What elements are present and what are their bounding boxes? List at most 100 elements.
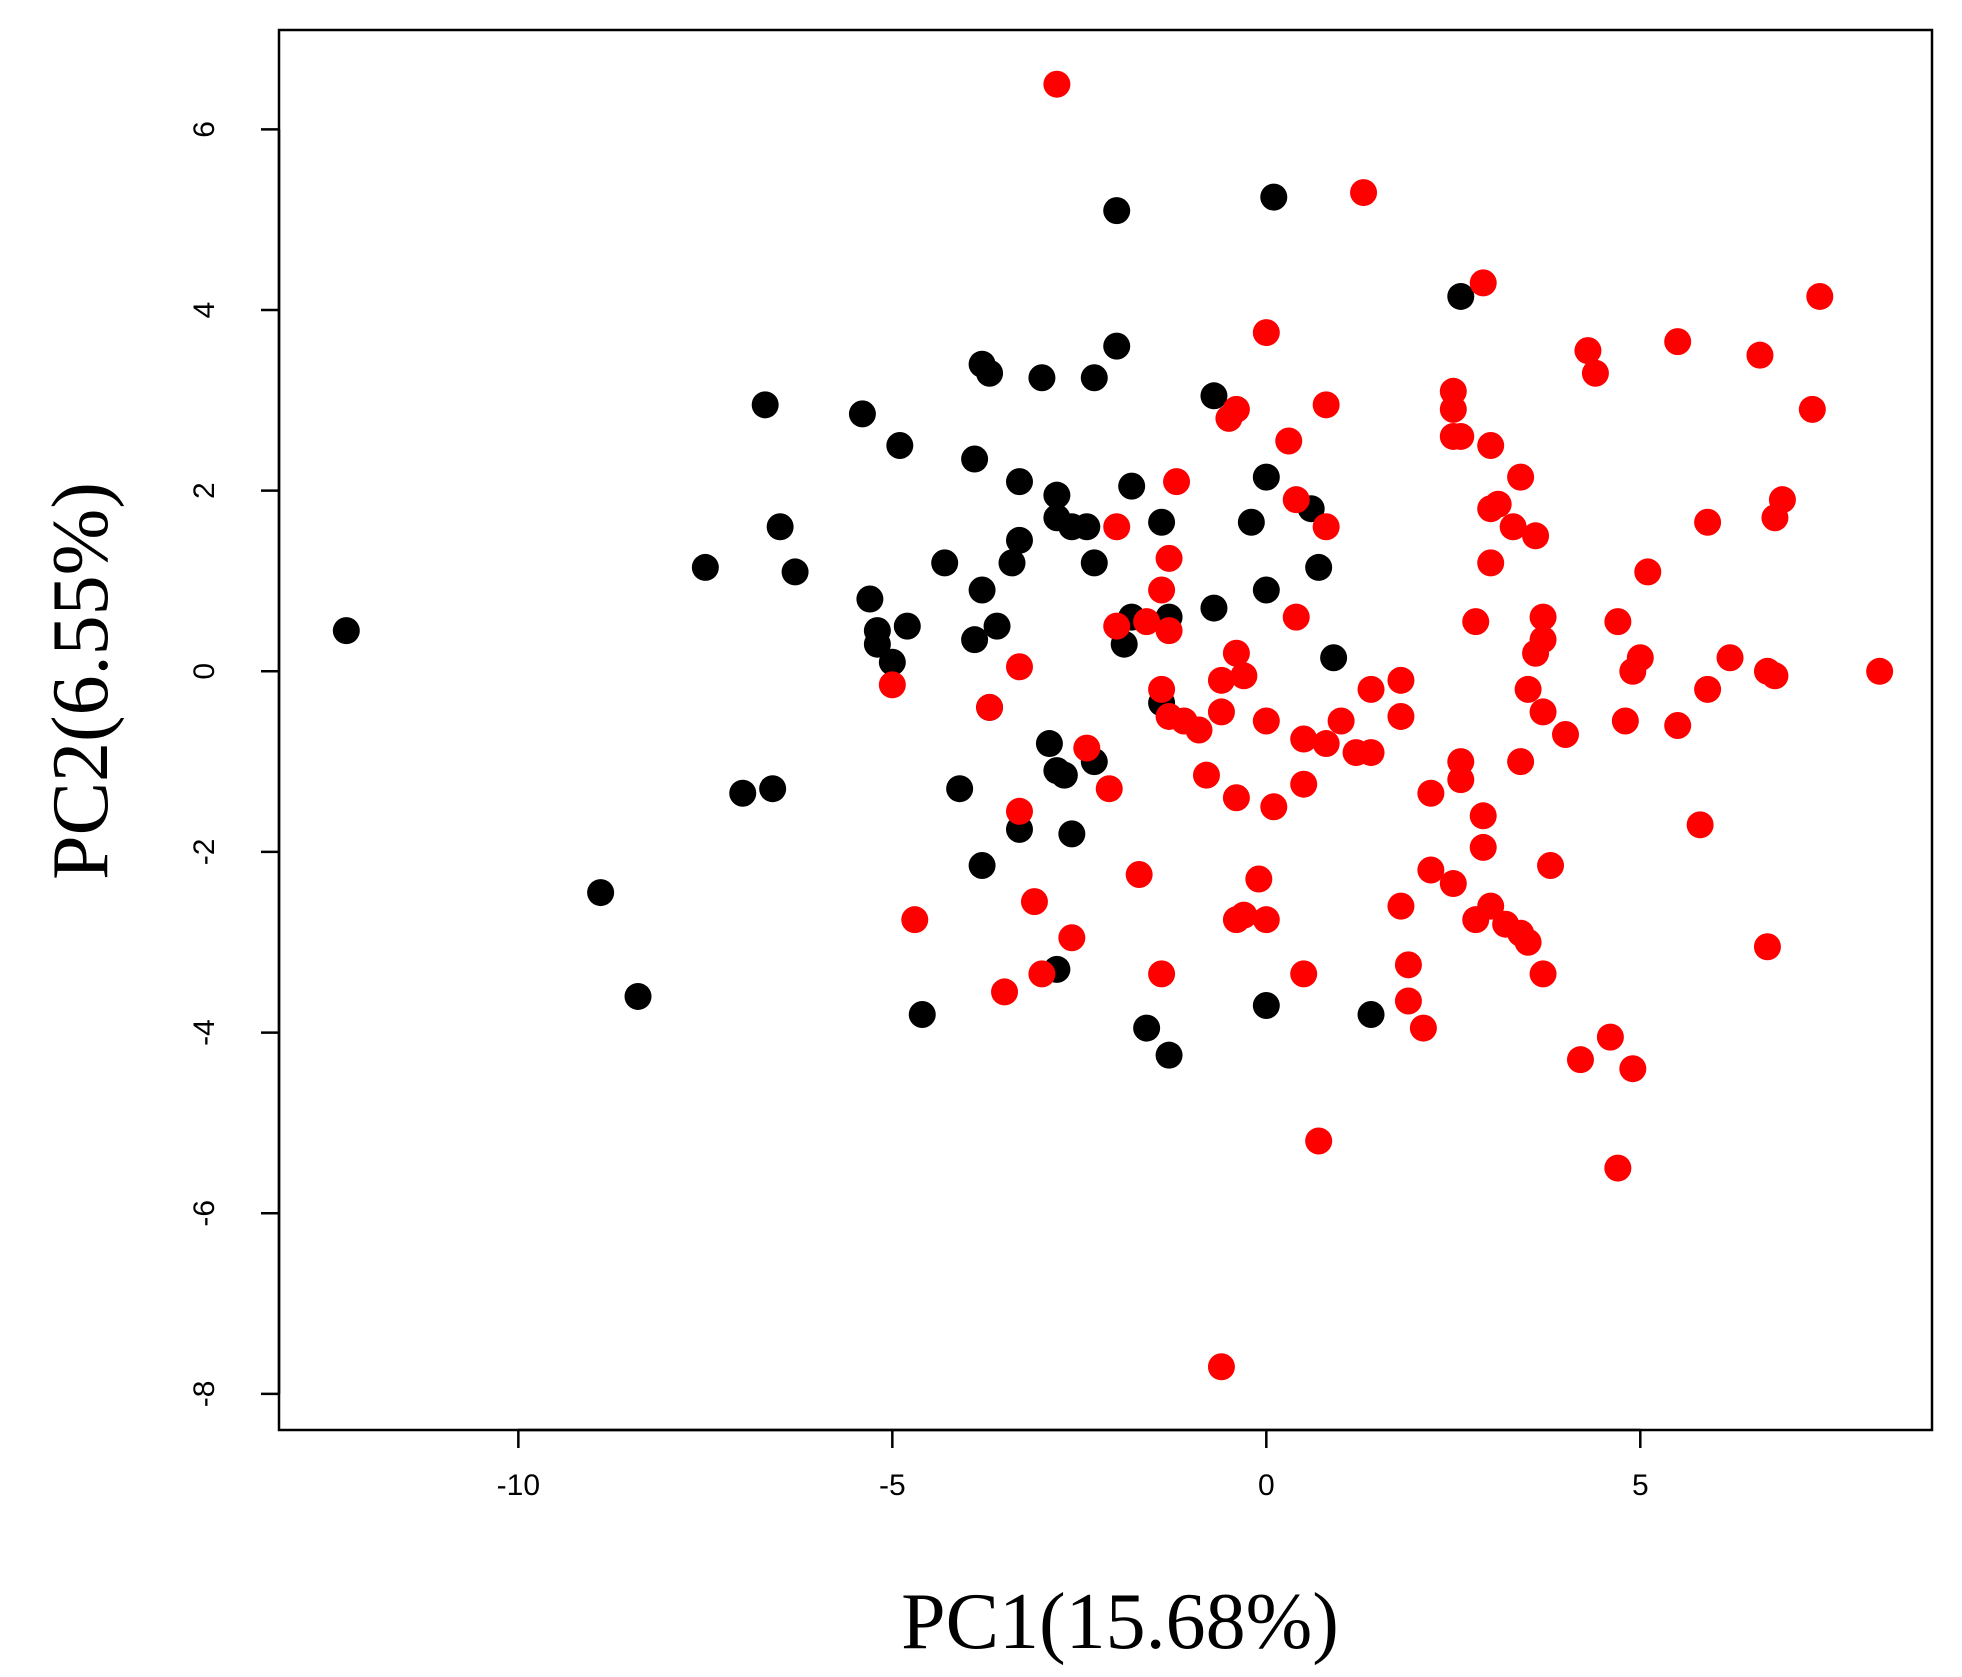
red-data-point	[1469, 269, 1497, 297]
red-data-point	[1439, 395, 1467, 423]
red-data-point	[1252, 319, 1280, 347]
red-data-point	[1275, 427, 1303, 455]
black-data-point	[848, 400, 876, 428]
red-data-point	[1028, 960, 1056, 988]
black-data-point	[1043, 481, 1071, 509]
red-data-point	[1753, 933, 1781, 961]
red-data-point	[1522, 522, 1550, 550]
red-data-point	[1574, 337, 1602, 365]
x-tick-label: 5	[1632, 1469, 1649, 1502]
black-data-point	[1118, 472, 1146, 500]
y-tick-label: -8	[188, 1381, 221, 1408]
red-data-point	[1514, 928, 1542, 956]
red-data-point	[878, 671, 906, 699]
y-tick-label: -4	[188, 1019, 221, 1046]
red-data-point	[1133, 608, 1161, 636]
black-data-point	[1058, 820, 1086, 848]
black-data-point	[863, 630, 891, 658]
black-data-point	[1103, 332, 1131, 360]
y-tick-label: 0	[188, 663, 221, 680]
red-data-point	[991, 978, 1019, 1006]
red-data-point	[1357, 739, 1385, 767]
black-data-point	[931, 549, 959, 577]
black-data-point	[856, 585, 884, 613]
black-data-point	[624, 982, 652, 1010]
red-data-point	[1125, 861, 1153, 889]
black-data-point	[729, 779, 757, 807]
black-data-point	[1357, 1001, 1385, 1029]
red-data-point	[1005, 797, 1033, 825]
y-tick-label: -2	[188, 839, 221, 866]
red-data-point	[1529, 698, 1557, 726]
black-data-point	[1200, 594, 1228, 622]
y-tick-label: 2	[188, 482, 221, 499]
red-data-point	[1394, 951, 1422, 979]
black-data-point	[1447, 282, 1475, 310]
black-data-point	[1073, 513, 1101, 541]
red-data-point	[1357, 675, 1385, 703]
black-data-point	[1252, 576, 1280, 604]
red-data-point	[1148, 675, 1176, 703]
black-data-point	[1155, 1041, 1183, 1069]
red-data-point	[1551, 721, 1579, 749]
black-data-point	[1103, 197, 1131, 225]
red-data-point	[1387, 702, 1415, 730]
red-data-point	[1230, 901, 1258, 929]
red-data-point	[1484, 490, 1512, 518]
black-data-point	[759, 775, 787, 803]
black-data-point	[691, 553, 719, 581]
red-data-point	[1581, 359, 1609, 387]
black-data-point	[893, 612, 921, 640]
red-data-point	[1290, 725, 1318, 753]
red-data-point	[1566, 1046, 1594, 1074]
y-tick-label: 4	[188, 302, 221, 319]
red-data-point	[1529, 603, 1557, 631]
red-data-point	[1694, 675, 1722, 703]
black-data-point	[1080, 549, 1108, 577]
red-data-point	[1499, 513, 1527, 541]
red-data-point	[1245, 865, 1273, 893]
red-data-point	[1664, 711, 1692, 739]
red-data-point	[1477, 549, 1505, 577]
black-data-point	[998, 549, 1026, 577]
black-data-point	[961, 626, 989, 654]
red-data-point	[976, 693, 1004, 721]
red-data-point	[1222, 639, 1250, 667]
black-data-point	[1237, 508, 1265, 536]
red-data-point	[1761, 662, 1789, 690]
red-data-point	[1207, 1353, 1235, 1381]
red-data-point	[1312, 513, 1340, 541]
black-data-point	[886, 431, 914, 459]
red-data-point	[1282, 486, 1310, 514]
data-points	[332, 70, 1894, 1381]
y-axis: -8 -6 -4 -2 0 2 4 6	[188, 121, 281, 1408]
red-data-point	[1155, 617, 1183, 645]
black-data-point	[1005, 468, 1033, 496]
black-data-point	[961, 445, 989, 473]
red-data-point	[1686, 811, 1714, 839]
red-data-point	[1634, 558, 1662, 586]
red-data-point	[1387, 666, 1415, 694]
red-data-point	[1222, 395, 1250, 423]
black-data-point	[1050, 761, 1078, 789]
red-data-point	[1447, 422, 1475, 450]
black-data-point	[1260, 183, 1288, 211]
black-data-point	[766, 513, 794, 541]
red-data-point	[1222, 784, 1250, 812]
red-data-point	[1058, 924, 1086, 952]
red-data-point	[1252, 707, 1280, 735]
y-tick-label: -6	[188, 1200, 221, 1227]
black-data-point	[1200, 382, 1228, 410]
black-data-point	[332, 617, 360, 645]
red-data-point	[1192, 761, 1220, 789]
red-data-point	[1163, 468, 1191, 496]
x-axis-title: PC1(15.68%)	[901, 1578, 1339, 1666]
red-data-point	[1611, 707, 1639, 735]
black-data-point	[1133, 1014, 1161, 1042]
black-data-point	[1035, 730, 1063, 758]
black-data-point	[1252, 463, 1280, 491]
red-data-point	[1619, 657, 1647, 685]
red-data-point	[1394, 987, 1422, 1015]
red-data-point	[1417, 779, 1445, 807]
red-data-point	[1095, 775, 1123, 803]
